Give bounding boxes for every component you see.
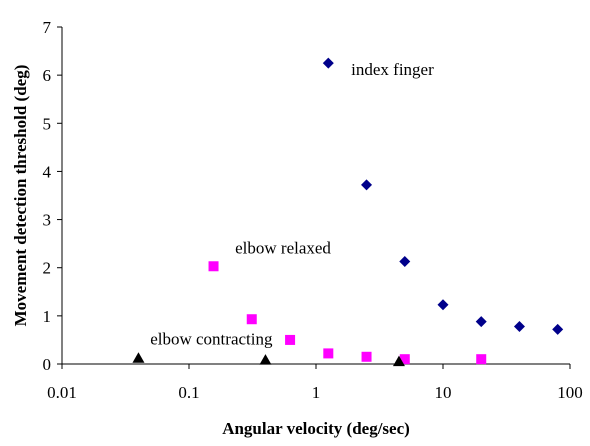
y-tick-label: 7	[43, 18, 52, 37]
y-axis-title: Movement detection threshold (deg)	[11, 65, 30, 327]
data-point-series-0	[437, 299, 449, 311]
data-point-series-0	[513, 320, 525, 332]
data-point-series-1	[246, 314, 257, 325]
data-point-series-1	[208, 261, 219, 272]
annotation-label: elbow relaxed	[235, 238, 331, 257]
x-axis-ticks: 0.01 0.1 1 10 100	[47, 364, 583, 402]
data-point-series-0	[552, 323, 564, 335]
data-point-series-1	[285, 334, 296, 345]
y-tick-label: 5	[43, 114, 52, 133]
annotations: index finger elbow relaxed elbow contracti…	[150, 60, 434, 349]
x-tick-label: 10	[435, 383, 452, 402]
y-tick-label: 3	[43, 211, 52, 230]
data-point-series-0	[475, 316, 487, 328]
x-tick-label: 0.1	[178, 383, 199, 402]
x-tick-label: 1	[312, 383, 321, 402]
y-tick-label: 1	[43, 307, 52, 326]
x-tick-label: 100	[557, 383, 583, 402]
data-point-series-0	[322, 57, 334, 69]
y-tick-label: 0	[43, 355, 52, 374]
y-tick-label: 2	[43, 259, 52, 278]
x-axis-title: Angular velocity (deg/sec)	[222, 419, 410, 438]
annotation-label: index finger	[351, 60, 434, 79]
plot-area	[61, 27, 570, 365]
data-markers	[132, 57, 564, 367]
data-point-series-0	[361, 179, 373, 191]
data-point-series-2	[132, 352, 145, 363]
data-point-series-1	[476, 354, 487, 365]
data-point-series-2	[392, 355, 405, 367]
data-point-series-1	[399, 354, 410, 365]
x-tick-label: 0.01	[47, 383, 77, 402]
data-point-series-1	[361, 351, 372, 362]
data-point-series-0	[399, 255, 411, 267]
y-axis-ticks: 0 1 2 3 4 5 6 7	[43, 18, 62, 374]
annotation-label: elbow contracting	[150, 330, 273, 349]
data-point-series-2	[259, 354, 272, 365]
y-tick-label: 6	[43, 66, 52, 85]
y-tick-label: 4	[43, 162, 52, 181]
data-point-series-1	[323, 348, 334, 359]
